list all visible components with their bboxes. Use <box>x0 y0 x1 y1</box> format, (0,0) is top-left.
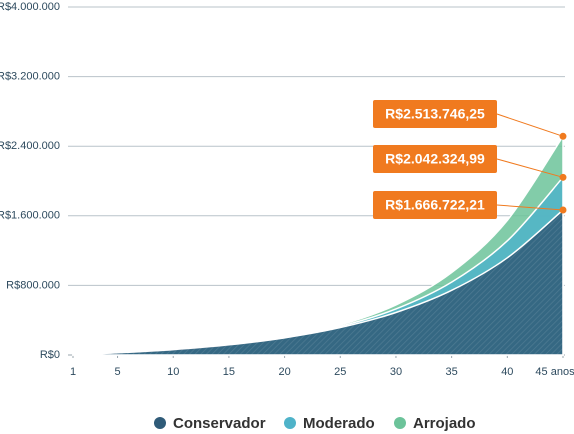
callout-box <box>373 191 497 219</box>
y-tick-label: R$2.400.000 <box>0 140 60 152</box>
x-tick-label: 15 <box>223 366 235 378</box>
x-tick-label: 35 <box>446 366 458 378</box>
callout-line <box>496 113 564 137</box>
x-tick-label: 45 anos <box>535 366 574 378</box>
x-tick-label: 1 <box>70 366 76 378</box>
legend-marker <box>154 417 166 429</box>
area-hatch <box>73 209 563 355</box>
callout-label: R$2.513.746,25 <box>385 106 485 122</box>
x-tick-label: 5 <box>114 366 120 378</box>
data-point <box>559 206 567 214</box>
y-tick-label: R$800.000 <box>6 279 60 291</box>
x-tick-label: 25 <box>334 366 346 378</box>
y-tick-label: R$1.600.000 <box>0 210 60 222</box>
x-tick-label: 30 <box>390 366 402 378</box>
callout-line <box>496 158 564 178</box>
data-point <box>559 173 567 181</box>
x-tick-label: 40 <box>501 366 513 378</box>
legend-marker <box>284 417 296 429</box>
callout-line <box>496 204 564 211</box>
y-tick-label: R$4.000.000 <box>0 1 60 13</box>
legend-marker <box>394 417 406 429</box>
x-tick-label: 10 <box>167 366 179 378</box>
callout-box <box>373 145 497 173</box>
overlay: R$1.666.722,21 R$2.042.324,99 R$2.513.746,… <box>154 100 567 432</box>
callout-label: R$1.666.722,21 <box>385 197 485 213</box>
legend-label: Arrojado <box>413 415 476 432</box>
grid: R$0 R$800.000 R$1.600.000 R$2.400.000 R$3.20… <box>0 1 574 378</box>
callout-box <box>373 100 497 128</box>
y-tick-label: R$0 <box>40 349 60 361</box>
legend-label: Conservador <box>173 415 266 432</box>
y-tick-label: R$3.200.000 <box>0 71 60 83</box>
x-tick-label: 20 <box>278 366 290 378</box>
plot-area <box>72 133 564 356</box>
data-point <box>559 132 567 140</box>
callout-label: R$2.042.324,99 <box>385 151 485 167</box>
legend-label: Moderado <box>303 415 375 432</box>
